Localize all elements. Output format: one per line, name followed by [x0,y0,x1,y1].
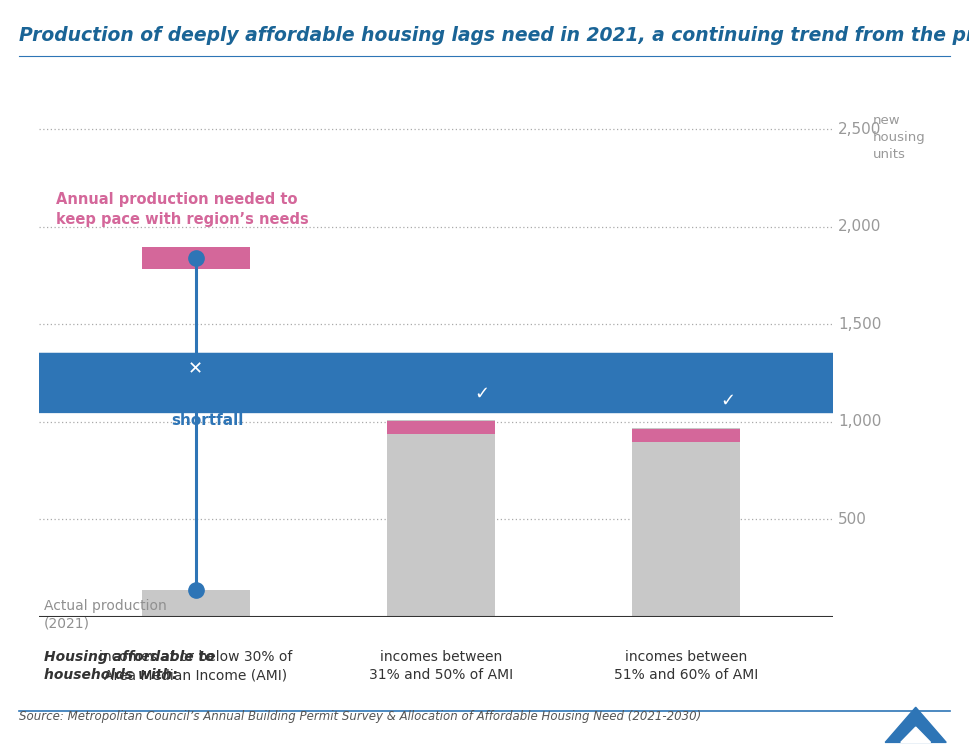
Text: Production of deeply affordable housing lags need in 2021, a continuing trend fr: Production of deeply affordable housing … [19,26,969,45]
Text: Annual production needed to
keep pace with region’s needs: Annual production needed to keep pace wi… [56,192,309,226]
Bar [632,428,740,617]
Text: Met: Met [400,384,439,402]
Circle shape [0,390,969,413]
Text: 1,500: 1,500 [838,317,882,332]
Text: 500: 500 [838,511,867,526]
Text: new
housing
units: new housing units [872,114,925,161]
Polygon shape [901,727,930,742]
Text: ✓: ✓ [475,384,489,402]
Text: Source: Metropolitan Council’s Annual Building Permit Survey & Allocation of Aff: Source: Metropolitan Council’s Annual Bu… [19,711,702,723]
Text: Housing affordable to
households with:: Housing affordable to households with: [44,650,214,682]
Text: ✓: ✓ [720,393,735,410]
Bar [387,420,495,617]
Circle shape [0,382,969,405]
Text: incomes at or below 30% of
Area Median Income (AMI): incomes at or below 30% of Area Median I… [99,650,293,682]
Polygon shape [886,707,946,742]
Text: incomes between
51% and 60% of AMI: incomes between 51% and 60% of AMI [614,650,759,682]
Text: Actual production
(2021): Actual production (2021) [44,599,167,630]
Text: ✕: ✕ [188,360,203,378]
Text: incomes between
31% and 50% of AMI: incomes between 31% and 50% of AMI [369,650,513,682]
Text: 2,000: 2,000 [838,220,882,234]
Text: Met: Met [645,391,684,409]
Text: 1,700 unit
shortfall: 1,700 unit shortfall [164,394,251,428]
Text: 1,000: 1,000 [838,414,882,429]
Bar [387,421,495,434]
Text: 2,500: 2,500 [838,122,882,137]
Bar [141,590,250,617]
Bar [632,429,740,441]
Circle shape [0,353,969,384]
Bar [141,247,250,268]
